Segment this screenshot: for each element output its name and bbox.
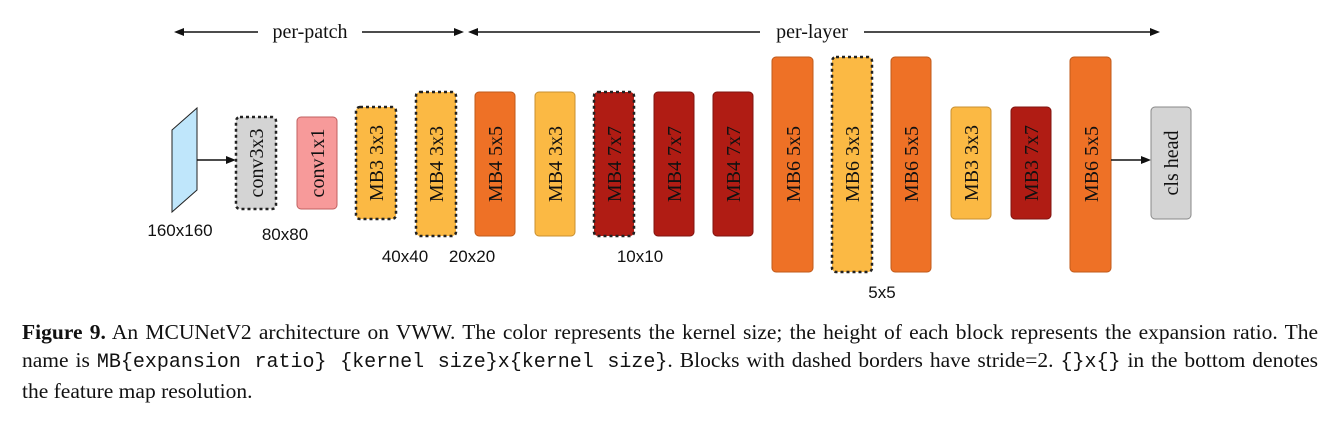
block-mb6-5x5-b: MB6 5x5 xyxy=(890,56,932,273)
block-mb6-3x3: MB6 3x3 xyxy=(830,55,874,274)
block-rect xyxy=(296,116,338,210)
block-mb3-7x7: MB3 7x7 xyxy=(1010,106,1052,220)
block-mb4-7x7-a: MB4 7x7 xyxy=(592,90,636,238)
block-label: MB4 7x7 xyxy=(723,126,745,202)
per-layer-span: per-layer xyxy=(468,21,1160,43)
input-image xyxy=(171,106,198,214)
resolution-label: 5x5 xyxy=(868,283,895,302)
block-mb4-3x3-b: MB4 3x3 xyxy=(534,91,576,237)
block-rect xyxy=(653,91,695,237)
block-rect xyxy=(771,56,814,273)
block-label: conv3x3 xyxy=(246,129,268,198)
head-arrowhead xyxy=(1141,156,1151,164)
resolution-label: 20x20 xyxy=(449,247,495,266)
caption-text: in the bottom denotes the feature map re… xyxy=(22,348,1318,403)
block-mb4-7x7-c: MB4 7x7 xyxy=(712,91,754,237)
block-label: MB4 7x7 xyxy=(604,126,626,202)
block-mb4-5x5: MB4 5x5 xyxy=(474,91,516,237)
block-label: MB6 5x5 xyxy=(1081,126,1103,202)
block-cls-head: cls head xyxy=(1150,106,1192,220)
block-label: MB6 5x5 xyxy=(901,126,923,202)
per-patch-arrowhead-left xyxy=(174,28,184,36)
block-label: conv1x1 xyxy=(307,129,329,198)
block-rect xyxy=(354,105,398,221)
block-mb6-5x5-c: MB6 5x5 xyxy=(1069,56,1112,273)
caption-code: {}x{} xyxy=(1060,351,1121,374)
per-layer-label: per-layer xyxy=(776,21,848,43)
block-conv3x3: conv3x3 xyxy=(234,115,278,211)
input-resolution: 160x160 xyxy=(147,221,212,240)
block-label: MB6 3x3 xyxy=(842,126,864,202)
block-mb3-3x3-b: MB3 3x3 xyxy=(950,106,992,220)
figure-caption: Figure 9. An MCUNetV2 architecture on VW… xyxy=(22,318,1318,405)
block-mb6-5x5-a: MB6 5x5 xyxy=(771,56,814,273)
block-label: MB4 3x3 xyxy=(426,126,448,202)
block-rect xyxy=(950,106,992,220)
per-layer-arrowhead-left xyxy=(468,28,478,36)
block-rect xyxy=(234,115,278,211)
block-rect xyxy=(592,90,636,238)
block-label: MB3 3x3 xyxy=(366,125,388,201)
block-conv1x1: conv1x1 xyxy=(296,116,338,210)
caption-label: Figure 9. xyxy=(22,320,106,344)
resolution-label: 80x80 xyxy=(262,225,308,244)
per-patch-arrowhead-right xyxy=(454,28,464,36)
block-label: MB4 3x3 xyxy=(545,126,567,202)
block-label: MB3 3x3 xyxy=(961,125,983,201)
block-label: MB3 7x7 xyxy=(1021,125,1043,201)
block-rect xyxy=(474,91,516,237)
block-rect xyxy=(890,56,932,273)
block-rect xyxy=(830,55,874,274)
architecture-diagram: per-patch per-layer 160x160 conv3x3 conv… xyxy=(147,21,1192,302)
caption-text: An MCUNetV2 architecture on VWW. The col… xyxy=(22,320,1318,372)
caption-code: MB{expansion ratio} {kernel size}x{kerne… xyxy=(96,351,668,374)
block-label: cls head xyxy=(1161,131,1183,196)
block-label: MB6 5x5 xyxy=(783,126,805,202)
block-rect xyxy=(534,91,576,237)
block-rect xyxy=(1069,56,1112,273)
block-rect xyxy=(712,91,754,237)
block-mb3-3x3-a: MB3 3x3 xyxy=(354,105,398,221)
block-mb4-3x3-a: MB4 3x3 xyxy=(414,90,458,238)
per-layer-arrowhead-right xyxy=(1150,28,1160,36)
block-rect xyxy=(1150,106,1192,220)
block-label: MB4 7x7 xyxy=(664,126,686,202)
resolution-label: 10x10 xyxy=(617,247,663,266)
block-mb4-7x7-b: MB4 7x7 xyxy=(653,91,695,237)
input-arrowhead xyxy=(226,156,236,164)
per-patch-label: per-patch xyxy=(272,21,347,43)
block-label: MB4 5x5 xyxy=(485,126,507,202)
per-patch-span: per-patch xyxy=(174,21,464,43)
block-rect xyxy=(414,90,458,238)
block-rect xyxy=(1010,106,1052,220)
caption-text: . Blocks with dashed borders have stride… xyxy=(667,348,1061,372)
resolution-label: 40x40 xyxy=(382,247,428,266)
